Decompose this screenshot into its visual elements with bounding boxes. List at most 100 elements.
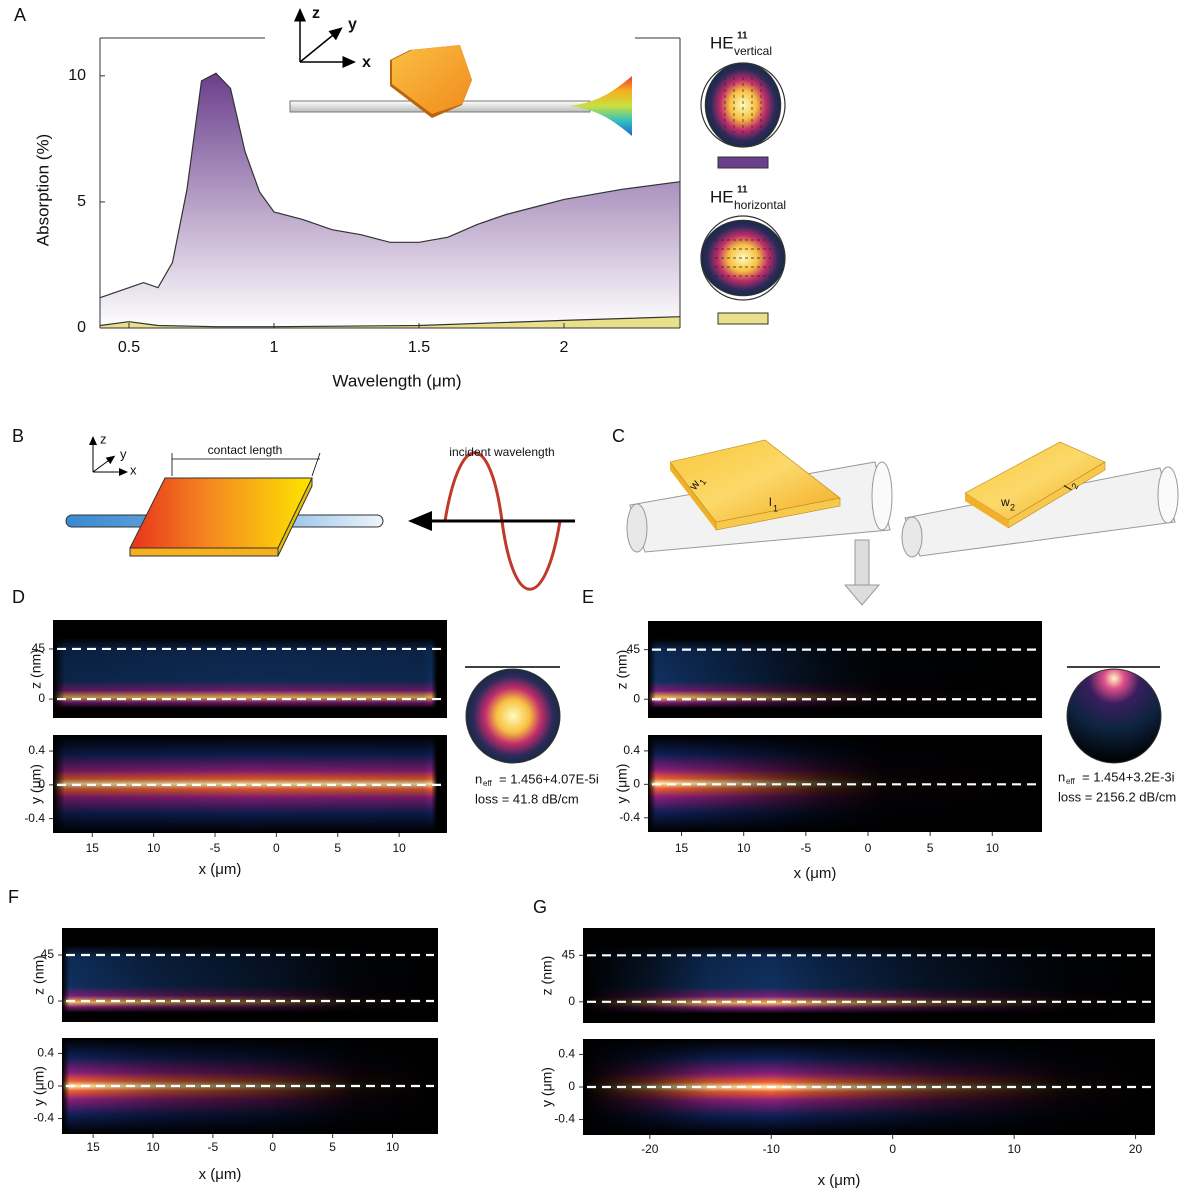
x-axis-label: x (μm)	[794, 865, 837, 882]
annotation-subscript: eff	[1066, 777, 1076, 786]
dimension-label: w	[1000, 495, 1010, 509]
y-axis-label: Absorption (%)	[33, 134, 52, 246]
y-axis-label: y (μm)	[28, 764, 44, 804]
y-axis-label: z (nm)	[614, 650, 630, 690]
panel-letter: F	[8, 887, 19, 907]
annotation: n	[475, 771, 482, 786]
annotation: n	[1058, 769, 1065, 784]
mode-profile	[701, 220, 785, 296]
x-tick-label: 0	[865, 841, 872, 855]
heatmap-fade	[53, 620, 447, 718]
dimension-label: l	[769, 495, 772, 509]
x-tick-label: 10	[986, 841, 1000, 855]
y-axis-label: y (μm)	[31, 1066, 47, 1106]
x-tick-label: -5	[801, 841, 812, 855]
x-tick-label: -10	[763, 1142, 781, 1156]
y-tick-label: 0	[568, 1079, 575, 1093]
legend-label: HE	[710, 33, 734, 52]
x-tick-label: -20	[641, 1142, 659, 1156]
mode-profile	[705, 63, 781, 147]
y-tick-label: 0.4	[623, 743, 640, 757]
y-tick-label: 45	[562, 947, 576, 961]
panel-letter: A	[14, 5, 26, 25]
annotation: = 1.454+3.2E-3i	[1082, 769, 1175, 784]
y-tick-label: -0.4	[24, 811, 45, 825]
x-tick-label: 2	[560, 339, 569, 356]
x-tick-label: 5	[334, 841, 341, 855]
y-tick-label: 0	[47, 1078, 54, 1092]
x-tick-label: 15	[675, 841, 689, 855]
x-axis-label: x (μm)	[199, 1166, 242, 1183]
legend-swatch	[718, 313, 768, 324]
legend-superscript: 11	[737, 31, 748, 42]
figure: B z y x contact length incident waveleng…	[0, 0, 1197, 1193]
annotation: loss = 41.8 dB/cm	[475, 791, 579, 806]
y-tick-label: -0.4	[619, 810, 640, 824]
y-tick-label: 0	[47, 993, 54, 1007]
axis-label: z	[100, 431, 107, 446]
panel-letter: C	[612, 426, 625, 446]
x-tick-label: 10	[146, 1140, 160, 1154]
panel-letter: B	[12, 426, 24, 446]
y-tick-label: 0.4	[558, 1047, 575, 1061]
y-axis-label: z (nm)	[28, 649, 44, 689]
x-tick-label: 0	[269, 1140, 276, 1154]
panel-letter: E	[582, 587, 594, 607]
panel-b-illustration	[66, 440, 575, 589]
x-tick-label: 10	[386, 1140, 400, 1154]
annotation: = 1.456+4.07E-5i	[499, 771, 599, 786]
y-tick-label: 0	[568, 994, 575, 1008]
y-axis-label: z (nm)	[539, 956, 555, 996]
inset-axis-label: y	[348, 16, 357, 33]
panel-letter: D	[12, 587, 25, 607]
x-axis-label: x (μm)	[199, 861, 242, 878]
x-axis-label: Wavelength (μm)	[332, 371, 461, 390]
heatmap-fade	[583, 928, 1155, 1023]
annotation: loss = 2156.2 dB/cm	[1058, 789, 1176, 804]
x-tick-label: 10	[1007, 1142, 1021, 1156]
x-tick-label: 0	[273, 841, 280, 855]
legend-label: HE	[710, 187, 734, 206]
heatmap-fade	[62, 928, 438, 1022]
y-tick-label: 0.4	[28, 743, 45, 757]
x-tick-label: 10	[392, 841, 406, 855]
axis-label: x	[130, 462, 137, 477]
x-tick-label: 15	[86, 841, 100, 855]
legend-superscript: 11	[737, 185, 748, 196]
legend-subscript: vertical	[734, 44, 772, 58]
x-tick-label: -5	[208, 1140, 219, 1154]
x-tick-label: 15	[86, 1140, 100, 1154]
y-tick-label: 5	[77, 193, 86, 210]
legend-swatch	[718, 157, 768, 168]
inset-axis-label: z	[312, 5, 320, 22]
inset-axis-label: x	[362, 54, 371, 71]
dimension-subscript: 1	[773, 503, 778, 513]
y-tick-label: 0	[38, 691, 45, 705]
x-tick-label: 10	[147, 841, 161, 855]
annotation-subscript: eff	[483, 779, 493, 788]
y-tick-label: 0	[77, 319, 86, 336]
dimension-subscript: 2	[1010, 502, 1015, 512]
dimension-label: contact length	[208, 443, 283, 457]
x-tick-label: 5	[927, 841, 934, 855]
y-tick-label: 0	[633, 777, 640, 791]
heatmap-fade	[648, 621, 1042, 718]
x-tick-label: 1.5	[408, 339, 430, 356]
x-tick-label: 10	[737, 841, 751, 855]
y-tick-label: 10	[68, 67, 86, 84]
y-axis-label: z (nm)	[31, 955, 47, 995]
panel-c-illustration	[627, 440, 1178, 605]
y-axis-label: y (μm)	[614, 764, 630, 804]
y-tick-label: -0.4	[33, 1111, 54, 1125]
x-tick-label: 5	[329, 1140, 336, 1154]
wave-label: incident wavelength	[449, 445, 554, 459]
panel-letter: G	[533, 897, 547, 917]
x-tick-label: 0.5	[118, 339, 140, 356]
legend-subscript: horizontal	[734, 198, 786, 212]
inset-illustration	[290, 14, 632, 136]
y-tick-label: -0.4	[554, 1112, 575, 1126]
y-tick-label: 0	[633, 691, 640, 705]
y-axis-label: y (μm)	[539, 1067, 555, 1107]
axis-label: y	[120, 446, 127, 461]
x-tick-label: 20	[1129, 1142, 1143, 1156]
